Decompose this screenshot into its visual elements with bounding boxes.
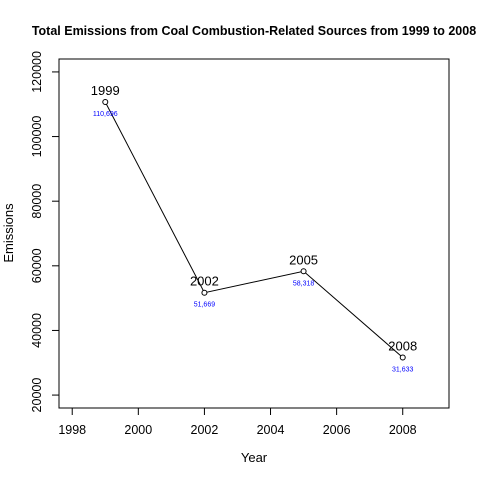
point-year-label: 1999	[91, 83, 120, 98]
point-year-label: 2002	[190, 274, 219, 289]
x-tick-label: 2000	[124, 423, 152, 437]
y-axis-label: Emissions	[1, 203, 16, 263]
point-value-label: 58,318	[293, 280, 315, 287]
y-tick-label: 40000	[30, 313, 44, 348]
data-point	[102, 98, 109, 105]
data-point	[399, 354, 406, 361]
series-layer: 1999 110,696 2002 51,669 2005 58,318 2008 31,63…	[91, 83, 417, 373]
series-line	[104, 101, 404, 358]
x-tick-label: 2002	[191, 423, 219, 437]
x-tick-label: 2004	[257, 423, 285, 437]
x-tick-label: 2008	[389, 423, 417, 437]
data-point	[201, 289, 208, 296]
y-tick-label: 120000	[30, 51, 44, 93]
point-year-label: 2005	[289, 252, 318, 267]
point-value-label: 31,633	[392, 366, 414, 373]
y-tick-label: 100000	[30, 116, 44, 158]
chart-title: Total Emissions from Coal Combustion-Rel…	[32, 24, 476, 38]
data-point	[300, 268, 307, 275]
x-tick-label: 1998	[58, 423, 86, 437]
x-axis: 1998 2000 2002 2004 2006 2008	[58, 407, 417, 437]
point-year-label: 2008	[388, 338, 417, 353]
point-value-label: 51,669	[194, 302, 216, 309]
y-axis: 20000 40000 60000 80000 100000 120000	[30, 51, 60, 413]
x-tick-label: 2006	[323, 423, 351, 437]
point-value-label: 110,696	[93, 111, 118, 118]
y-tick-label: 20000	[30, 378, 44, 413]
x-axis-label: Year	[241, 450, 268, 465]
y-tick-label: 60000	[30, 248, 44, 283]
y-tick-label: 80000	[30, 184, 44, 219]
